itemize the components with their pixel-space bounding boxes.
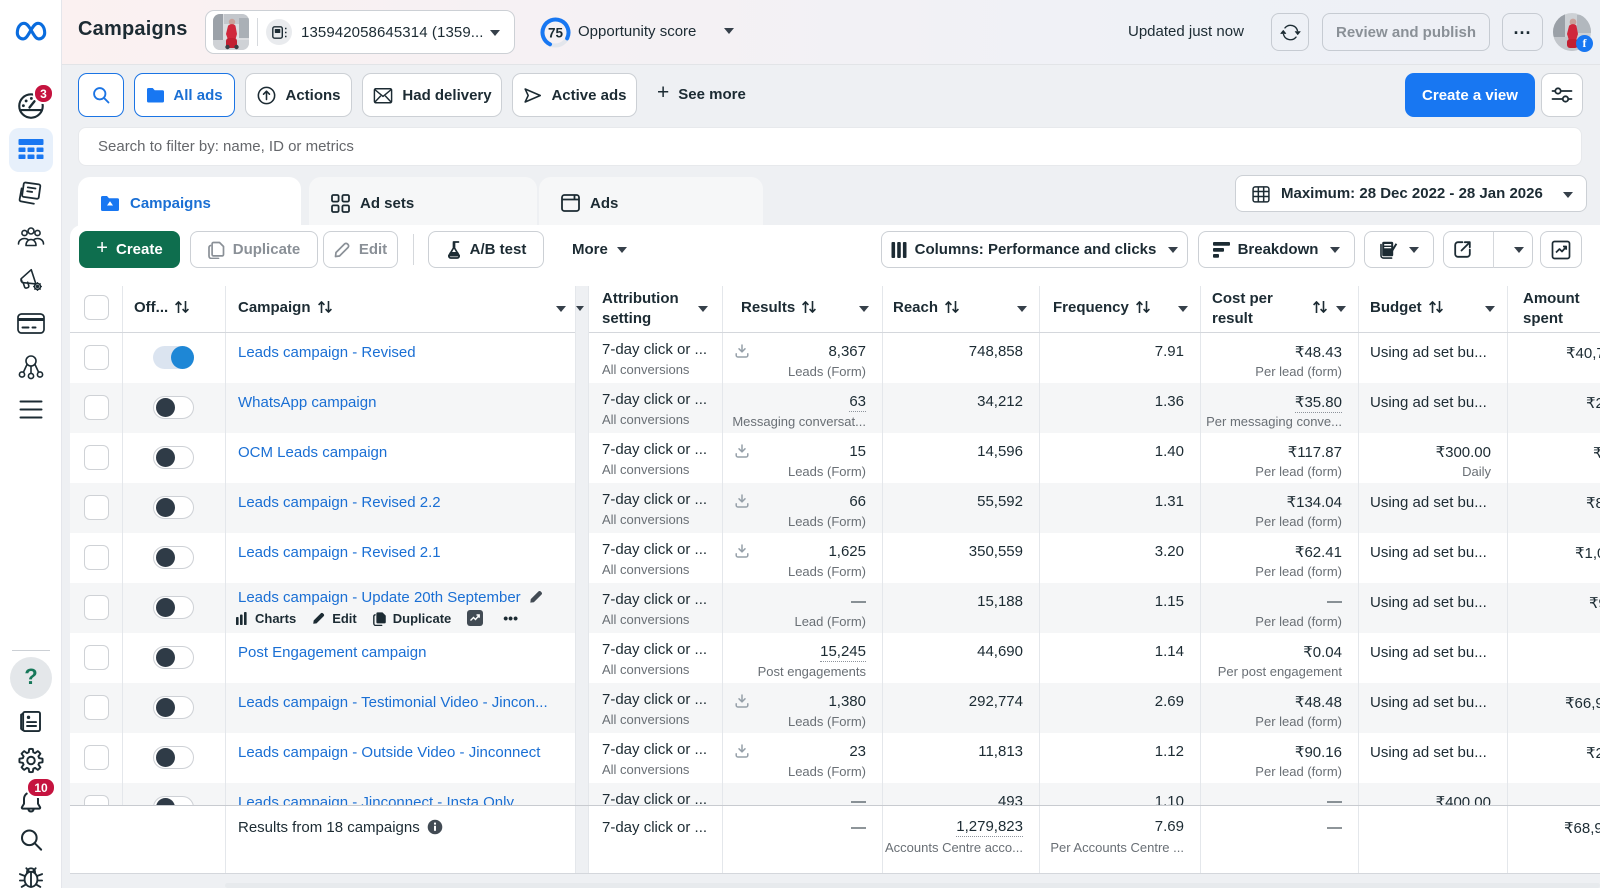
svg-text:75: 75 xyxy=(548,26,564,41)
